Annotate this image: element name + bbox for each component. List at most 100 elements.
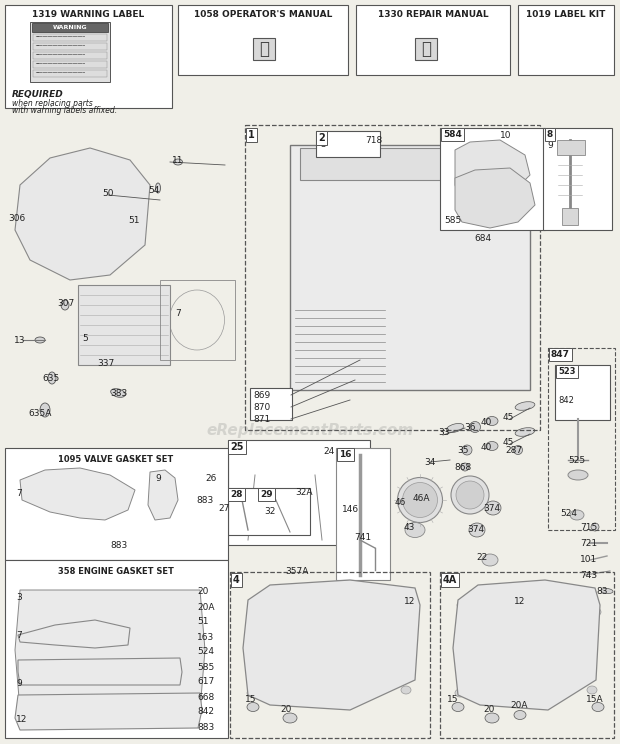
Ellipse shape [514, 711, 526, 719]
Text: 3: 3 [16, 594, 22, 603]
Ellipse shape [587, 686, 597, 694]
Ellipse shape [570, 395, 586, 411]
Text: 1319 WARNING LABEL: 1319 WARNING LABEL [32, 10, 144, 19]
Bar [230, 572, 430, 738]
Text: 383: 383 [110, 388, 127, 397]
Text: 40: 40 [481, 443, 492, 452]
Text: eReplacementParts.com: eReplacementParts.com [206, 423, 414, 437]
Ellipse shape [485, 501, 501, 515]
Text: 307: 307 [57, 298, 74, 307]
Text: 635A: 635A [28, 408, 51, 417]
Polygon shape [455, 168, 535, 228]
Bar [555, 365, 610, 420]
Ellipse shape [601, 589, 613, 594]
Ellipse shape [575, 381, 589, 389]
Ellipse shape [111, 388, 125, 397]
Text: 306: 306 [8, 214, 25, 222]
Text: 287: 287 [505, 446, 522, 455]
Text: 54: 54 [148, 185, 159, 194]
Ellipse shape [35, 337, 45, 343]
Polygon shape [20, 468, 135, 520]
Text: 525: 525 [568, 455, 585, 464]
Ellipse shape [283, 713, 297, 723]
Ellipse shape [174, 159, 182, 165]
Ellipse shape [118, 538, 132, 548]
Text: 715: 715 [580, 522, 597, 531]
Text: 11: 11 [172, 155, 184, 164]
Bar [543, 128, 612, 230]
Text: 163: 163 [197, 632, 215, 641]
Text: 40: 40 [481, 417, 492, 426]
Text: 635: 635 [42, 373, 60, 382]
Text: 523: 523 [558, 367, 575, 376]
Bar [290, 145, 530, 390]
Ellipse shape [57, 478, 97, 508]
Text: 9: 9 [16, 679, 22, 687]
Ellipse shape [457, 601, 467, 609]
Text: 1058 OPERATOR'S MANUAL: 1058 OPERATOR'S MANUAL [194, 10, 332, 19]
Ellipse shape [515, 428, 535, 436]
Ellipse shape [84, 620, 140, 660]
Text: 2: 2 [318, 133, 325, 143]
Ellipse shape [48, 372, 56, 384]
Ellipse shape [364, 160, 376, 168]
Ellipse shape [351, 470, 369, 480]
Bar [557, 140, 585, 155]
Bar [228, 488, 310, 535]
Text: 743: 743 [580, 571, 597, 580]
Text: 1019 LABEL KIT: 1019 LABEL KIT [526, 10, 606, 19]
Ellipse shape [178, 647, 192, 657]
Text: 32: 32 [264, 507, 275, 516]
Text: 4A: 4A [443, 575, 457, 585]
Text: 45: 45 [503, 437, 515, 446]
Ellipse shape [353, 205, 448, 285]
Text: 24: 24 [324, 446, 335, 455]
Ellipse shape [456, 481, 484, 509]
Text: 741: 741 [354, 533, 371, 542]
Bar [5, 448, 228, 560]
Ellipse shape [495, 620, 565, 670]
Ellipse shape [486, 441, 498, 451]
Text: 337: 337 [97, 359, 114, 368]
Text: 585: 585 [444, 216, 461, 225]
Bar [33, 70, 107, 77]
Text: 20: 20 [197, 588, 208, 597]
Bar [5, 5, 172, 108]
Text: 883: 883 [196, 496, 213, 504]
Ellipse shape [247, 702, 259, 711]
Ellipse shape [405, 608, 415, 616]
Text: 16: 16 [339, 450, 352, 459]
Text: 871: 871 [253, 414, 270, 423]
Ellipse shape [513, 446, 523, 455]
Ellipse shape [247, 689, 257, 697]
Ellipse shape [397, 478, 443, 522]
Ellipse shape [475, 605, 585, 685]
Text: WARNING: WARNING [53, 25, 87, 30]
Text: 12: 12 [404, 597, 415, 606]
Bar [518, 5, 614, 75]
Text: 32A: 32A [295, 487, 312, 496]
Text: 524: 524 [197, 647, 214, 656]
Ellipse shape [505, 133, 515, 141]
Ellipse shape [462, 445, 472, 455]
Bar [30, 22, 110, 82]
Text: 20: 20 [483, 705, 494, 714]
Bar [160, 280, 235, 360]
Ellipse shape [482, 554, 498, 566]
Ellipse shape [178, 632, 192, 642]
Text: 9: 9 [547, 141, 553, 150]
Text: 869: 869 [253, 391, 270, 400]
Text: 146: 146 [342, 505, 359, 515]
Ellipse shape [178, 707, 192, 717]
Text: 20A: 20A [510, 702, 528, 711]
Text: 12: 12 [16, 716, 27, 725]
Text: 15: 15 [245, 696, 257, 705]
Text: ────────────────────: ──────────────────── [35, 45, 85, 48]
Bar [32, 23, 108, 32]
Text: REQUIRED: REQUIRED [12, 90, 64, 99]
Text: 7: 7 [175, 309, 181, 318]
Ellipse shape [275, 605, 385, 685]
Ellipse shape [265, 492, 281, 502]
Text: 842: 842 [197, 708, 214, 716]
Polygon shape [455, 140, 530, 205]
